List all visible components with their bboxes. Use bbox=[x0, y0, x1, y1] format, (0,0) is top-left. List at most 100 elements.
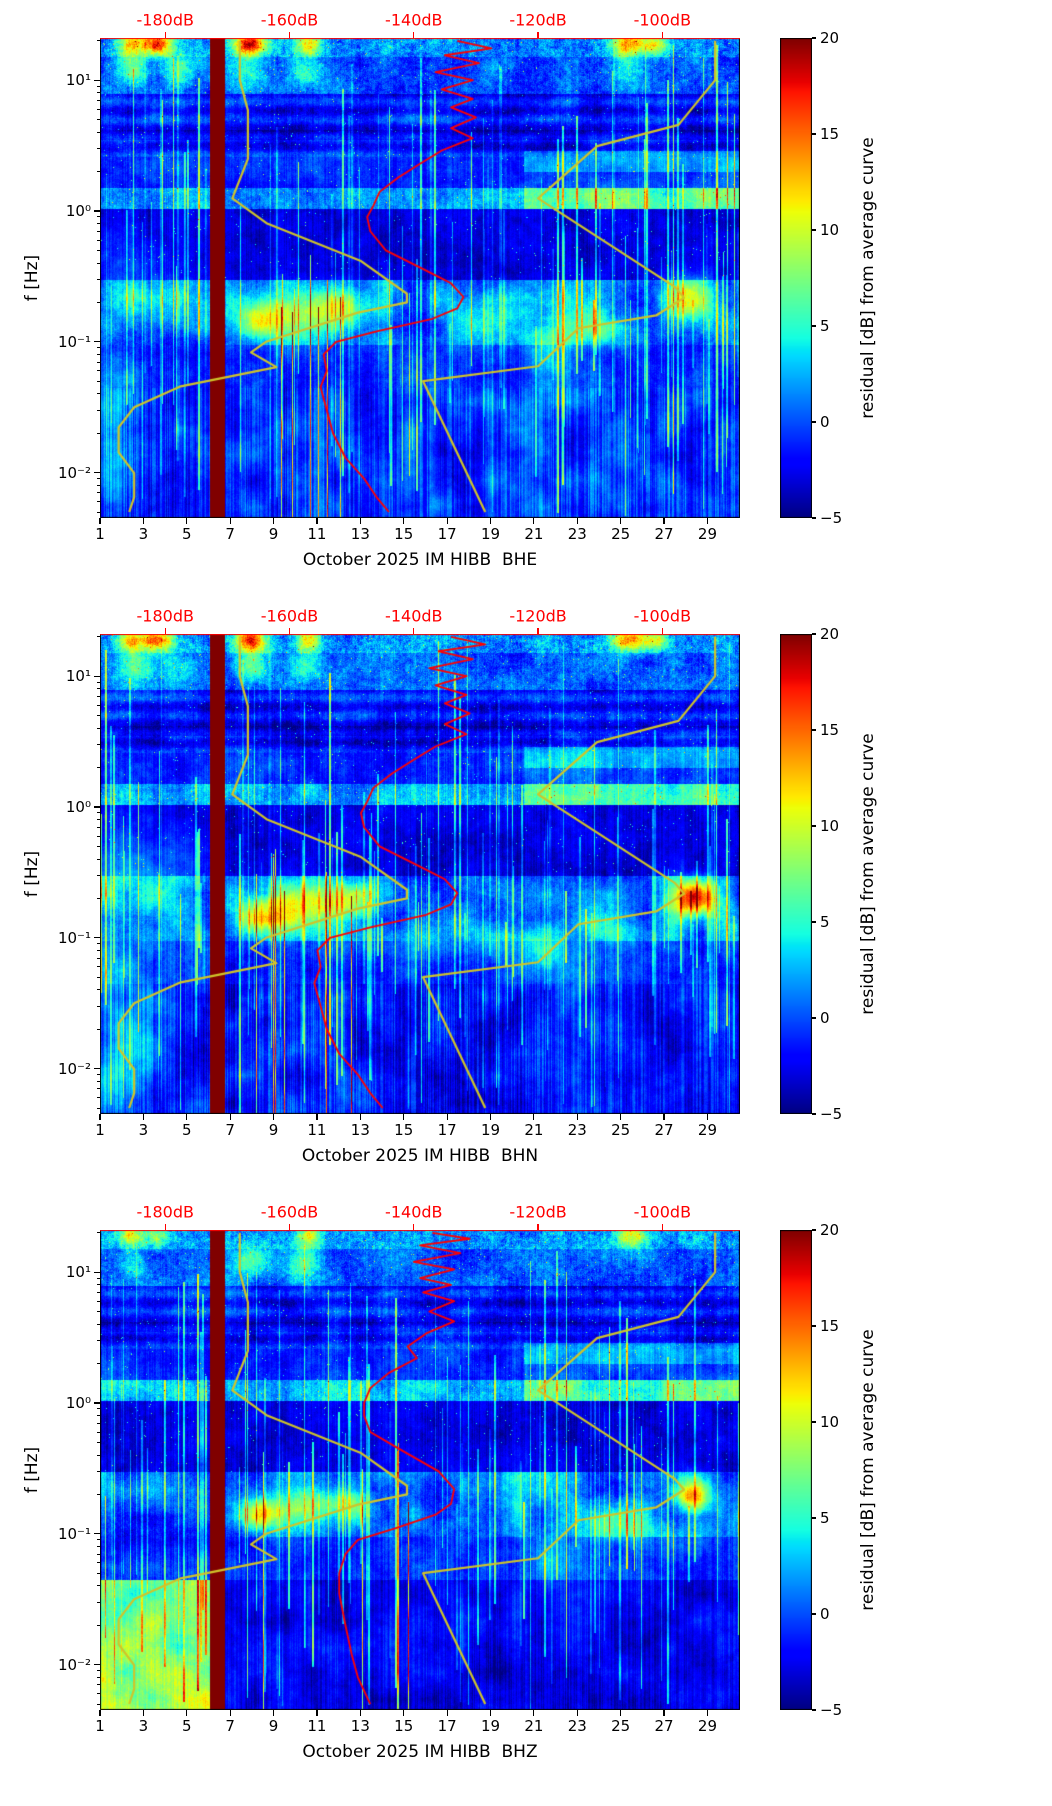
x-tick-label: 27 bbox=[654, 1121, 674, 1139]
colorbar-tick-label: −5 bbox=[820, 1104, 843, 1123]
x-tick bbox=[489, 1710, 492, 1716]
x-tick bbox=[489, 518, 492, 524]
colorbar-tick-label: 20 bbox=[820, 1220, 840, 1239]
colorbar-label: residual [dB] from average curve bbox=[858, 137, 878, 419]
x-tick bbox=[706, 1710, 709, 1716]
x-tick bbox=[706, 518, 709, 524]
x-tick-label: 1 bbox=[95, 1121, 105, 1139]
colorbar-tick bbox=[812, 37, 816, 39]
colorbar-tick-label: −5 bbox=[820, 508, 843, 527]
x-tick bbox=[706, 1114, 709, 1120]
x-tick bbox=[620, 518, 622, 524]
x-tick bbox=[403, 518, 405, 524]
top-db-label: -160dB bbox=[260, 10, 319, 30]
x-tick-label: 7 bbox=[225, 525, 235, 543]
x-tick bbox=[359, 518, 361, 524]
x-tick bbox=[99, 518, 101, 524]
top-db-label: -140dB bbox=[385, 606, 443, 626]
x-tick bbox=[663, 1710, 665, 1716]
colorbar-tick-label: 0 bbox=[820, 1008, 830, 1027]
x-tick-label: 11 bbox=[307, 1121, 327, 1139]
x-tick bbox=[403, 1710, 405, 1716]
y-tick-label: 10⁰ bbox=[65, 1393, 91, 1412]
x-tick bbox=[229, 518, 231, 524]
x-tick bbox=[99, 1114, 101, 1120]
top-db-label: -180dB bbox=[136, 606, 194, 626]
x-tick bbox=[272, 1114, 275, 1120]
x-tick-label: 5 bbox=[181, 1717, 192, 1735]
colorbar-tick-label: 15 bbox=[820, 720, 840, 739]
x-tick bbox=[533, 1114, 535, 1120]
x-tick bbox=[403, 1114, 405, 1120]
y-tick-label: 10¹ bbox=[65, 1262, 91, 1281]
x-tick-label: 11 bbox=[307, 1717, 327, 1735]
y-tick-label: 10⁻² bbox=[57, 1059, 91, 1078]
top-db-label: -140dB bbox=[385, 1202, 443, 1222]
colorbar-tick-label: 0 bbox=[820, 1604, 830, 1623]
x-tick-label: 3 bbox=[138, 1121, 149, 1139]
x-tick-label: 3 bbox=[138, 1717, 149, 1735]
x-tick bbox=[316, 1114, 318, 1120]
x-tick bbox=[359, 1114, 361, 1120]
x-tick-label: 25 bbox=[611, 1121, 631, 1139]
x-tick bbox=[446, 1710, 448, 1716]
y-tick-label: 10⁰ bbox=[65, 201, 91, 220]
colorbar-tick-label: 20 bbox=[820, 624, 840, 643]
x-tick bbox=[272, 1710, 275, 1716]
colorbar-tick bbox=[812, 133, 816, 135]
colorbar-tick bbox=[812, 421, 816, 423]
colorbar-tick bbox=[812, 1229, 816, 1231]
spectrogram-canvas-bhn bbox=[100, 634, 740, 1114]
colorbar-tick-label: −5 bbox=[820, 1700, 843, 1719]
colorbar-gradient bbox=[780, 634, 812, 1114]
colorbar-tick bbox=[812, 325, 816, 327]
x-tick-label: 7 bbox=[225, 1121, 235, 1139]
colorbar-tick bbox=[812, 517, 816, 519]
colorbar-tick bbox=[812, 729, 816, 731]
x-tick-label: 25 bbox=[611, 1717, 631, 1735]
x-tick bbox=[142, 1710, 144, 1716]
x-tick-label: 19 bbox=[480, 1121, 501, 1139]
x-tick-label: 21 bbox=[524, 1717, 544, 1735]
colorbar-tick bbox=[812, 1113, 816, 1115]
x-tick-label: 19 bbox=[480, 1717, 501, 1735]
top-db-label: -160dB bbox=[260, 606, 319, 626]
x-tick bbox=[576, 1114, 578, 1120]
colorbar-tick-label: 20 bbox=[820, 28, 840, 47]
colorbar-tick-label: 10 bbox=[820, 816, 840, 835]
x-tick-label: 29 bbox=[697, 1121, 717, 1139]
top-db-label: -140dB bbox=[385, 10, 443, 30]
colorbar-tick-label: 15 bbox=[820, 1316, 840, 1335]
x-tick bbox=[489, 1114, 492, 1120]
colorbar-tick bbox=[812, 921, 816, 923]
top-db-label: -100dB bbox=[633, 606, 692, 626]
panel-bhn: 1 3 5 7 9 11 13 15 17 19 21 23 25 27 29 10¹ 10⁰ 10⁻¹ 10⁻² -… bbox=[0, 596, 1052, 1210]
x-tick-label: 17 bbox=[437, 1121, 457, 1139]
y-tick-label: 10¹ bbox=[65, 666, 91, 685]
x-tick bbox=[620, 1114, 622, 1120]
colorbar-tick bbox=[812, 1517, 816, 1519]
colorbar-tick bbox=[812, 1421, 816, 1423]
x-tick-label: 13 bbox=[350, 1717, 370, 1735]
x-tick bbox=[142, 1114, 144, 1120]
colorbar-tick-label: 5 bbox=[820, 1508, 830, 1527]
y-axis-label: f [Hz] bbox=[22, 1446, 42, 1494]
x-tick-label: 5 bbox=[181, 1121, 192, 1139]
top-db-label: -120dB bbox=[509, 1202, 567, 1222]
top-db-label: -120dB bbox=[509, 10, 567, 30]
x-tick bbox=[229, 1114, 231, 1120]
x-tick-label: 25 bbox=[611, 525, 631, 543]
spectrogram-canvas-bhe bbox=[100, 38, 740, 518]
x-tick bbox=[142, 518, 144, 524]
y-tick-label: 10⁻¹ bbox=[57, 928, 91, 947]
x-tick-label: 23 bbox=[567, 1121, 587, 1139]
x-tick-label: 23 bbox=[567, 525, 587, 543]
x-tick-label: 13 bbox=[350, 1121, 370, 1139]
colorbar-tick-label: 5 bbox=[820, 912, 830, 931]
x-axis-label: October 2025 IM HIBB BHZ bbox=[302, 1742, 538, 1762]
top-db-label: -160dB bbox=[260, 1202, 319, 1222]
colorbar-tick bbox=[812, 825, 816, 827]
x-tick-label: 19 bbox=[480, 525, 501, 543]
colorbar-tick bbox=[812, 1613, 816, 1615]
x-tick bbox=[316, 1710, 318, 1716]
